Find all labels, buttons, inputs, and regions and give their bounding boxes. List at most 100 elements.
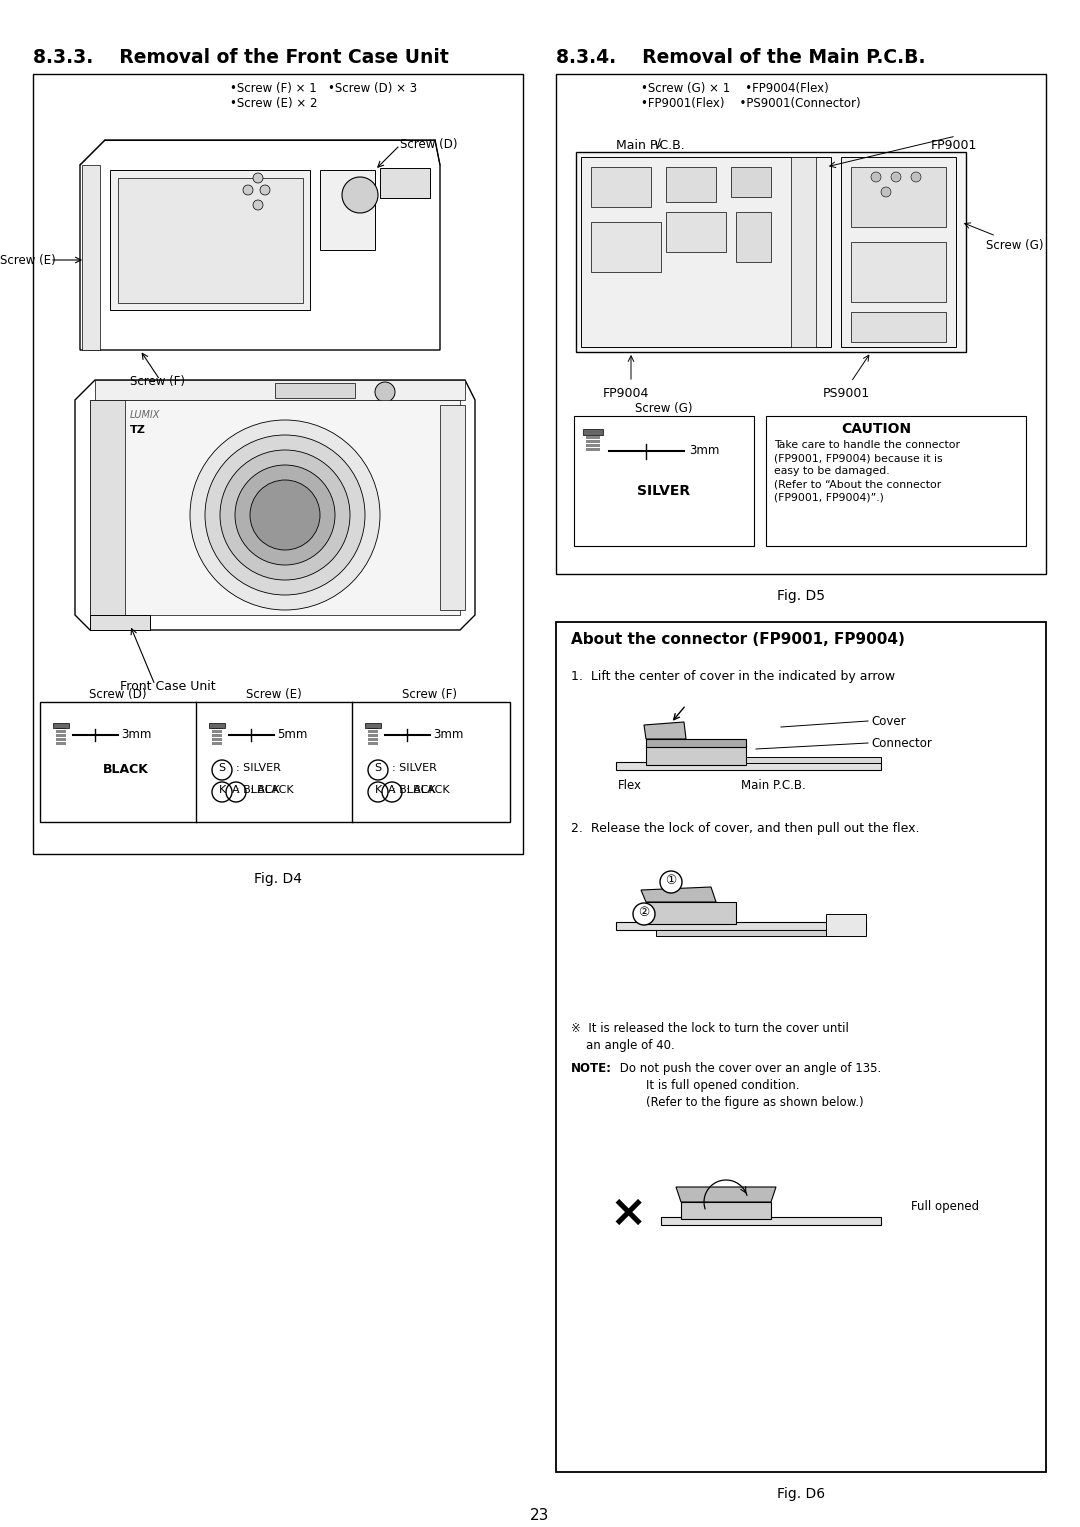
Text: : SILVER: : SILVER	[237, 764, 281, 773]
Circle shape	[235, 466, 335, 565]
Text: Fig. D5: Fig. D5	[777, 589, 825, 603]
Circle shape	[190, 420, 380, 609]
Bar	[586, 444, 600, 447]
Bar	[368, 738, 378, 741]
Bar	[646, 745, 746, 765]
Circle shape	[891, 173, 901, 182]
Bar	[646, 902, 735, 924]
Text: Screw (D): Screw (D)	[400, 137, 458, 151]
Circle shape	[870, 173, 881, 182]
Text: 3mm: 3mm	[689, 444, 719, 457]
Bar	[118, 179, 303, 302]
Bar	[380, 168, 430, 199]
Bar	[368, 725, 378, 728]
Text: Screw (E): Screw (E)	[0, 253, 56, 267]
Bar	[212, 730, 222, 733]
Text: : BLACK: : BLACK	[406, 785, 449, 796]
Text: Screw (G): Screw (G)	[635, 402, 692, 415]
Text: ②: ②	[638, 906, 650, 919]
Text: •Screw (G) × 1    •FP9004(Flex)
•FP9001(Flex)    •PS9001(Connector): •Screw (G) × 1 •FP9004(Flex) •FP9001(Fle…	[642, 82, 861, 110]
Text: K: K	[218, 785, 226, 796]
Bar	[573, 415, 754, 547]
Bar	[110, 169, 310, 310]
Text: Screw (D): Screw (D)	[90, 689, 147, 701]
Text: Flex: Flex	[618, 779, 642, 793]
Bar	[586, 437, 600, 438]
Bar	[556, 621, 1047, 1472]
Text: : BLACK: : BLACK	[237, 785, 280, 796]
Bar	[646, 739, 746, 747]
Bar	[82, 165, 100, 350]
Bar	[591, 221, 661, 272]
Text: Fig. D6: Fig. D6	[777, 1487, 825, 1501]
Circle shape	[881, 186, 891, 197]
Text: A: A	[232, 785, 240, 796]
Bar	[90, 400, 460, 615]
Polygon shape	[642, 887, 716, 902]
Text: ×: ×	[609, 1193, 647, 1235]
Text: S: S	[218, 764, 226, 773]
Text: SILVER: SILVER	[637, 484, 690, 498]
Text: 8.3.4.    Removal of the Main P.C.B.: 8.3.4. Removal of the Main P.C.B.	[556, 47, 926, 67]
Polygon shape	[676, 1186, 777, 1202]
Bar	[33, 73, 523, 854]
Bar	[851, 312, 946, 342]
Circle shape	[243, 185, 253, 195]
Bar	[210, 722, 225, 728]
Bar	[90, 615, 150, 631]
Bar	[826, 915, 866, 936]
Circle shape	[912, 173, 921, 182]
Bar	[56, 742, 66, 745]
Bar	[365, 722, 381, 728]
Bar	[851, 166, 946, 228]
Bar	[583, 429, 603, 435]
Text: Screw (G): Screw (G)	[986, 240, 1043, 252]
Bar	[576, 153, 966, 353]
Bar	[735, 212, 771, 263]
Text: Screw (E): Screw (E)	[246, 689, 302, 701]
Bar	[581, 157, 831, 347]
Bar	[40, 702, 510, 822]
Bar	[586, 432, 600, 435]
Text: 2.  Release the lock of cover, and then pull out the flex.: 2. Release the lock of cover, and then p…	[571, 822, 919, 835]
Text: 8.3.3.    Removal of the Front Case Unit: 8.3.3. Removal of the Front Case Unit	[33, 47, 449, 67]
Bar	[616, 762, 881, 770]
Bar	[666, 212, 726, 252]
Text: ①: ①	[665, 873, 677, 887]
Text: Cover: Cover	[870, 715, 906, 728]
Bar	[851, 241, 946, 302]
Text: Screw (F): Screw (F)	[130, 376, 185, 388]
Circle shape	[220, 450, 350, 580]
Circle shape	[633, 902, 654, 925]
Polygon shape	[644, 722, 686, 739]
Text: •Screw (F) × 1   •Screw (D) × 3
•Screw (E) × 2: •Screw (F) × 1 •Screw (D) × 3 •Screw (E)…	[230, 82, 417, 110]
Bar	[556, 73, 1047, 574]
Bar	[368, 730, 378, 733]
Text: FP9004: FP9004	[603, 386, 649, 400]
Circle shape	[253, 173, 264, 183]
Bar	[56, 730, 66, 733]
Text: CAUTION: CAUTION	[841, 421, 912, 437]
Bar	[440, 405, 465, 609]
Text: : SILVER: : SILVER	[392, 764, 437, 773]
Text: 23: 23	[530, 1509, 550, 1522]
Bar	[368, 742, 378, 745]
Bar	[661, 1217, 881, 1225]
Bar	[656, 930, 836, 936]
Circle shape	[660, 870, 681, 893]
Bar	[368, 734, 378, 738]
Text: Take care to handle the connector
(FP9001, FP9004) because it is
easy to be dama: Take care to handle the connector (FP900…	[774, 440, 960, 502]
Text: : BLACK: : BLACK	[249, 785, 294, 796]
Circle shape	[205, 435, 365, 596]
Bar	[766, 415, 1026, 547]
Text: Connector: Connector	[870, 738, 932, 750]
Bar	[841, 157, 956, 347]
Text: 1.  Lift the center of cover in the indicated by arrow: 1. Lift the center of cover in the indic…	[571, 670, 895, 683]
Bar	[56, 738, 66, 741]
Text: K: K	[375, 785, 381, 796]
Bar	[586, 440, 600, 443]
Circle shape	[342, 177, 378, 212]
Text: TZ: TZ	[130, 425, 146, 435]
Text: PS9001: PS9001	[822, 386, 869, 400]
Bar	[320, 169, 375, 250]
